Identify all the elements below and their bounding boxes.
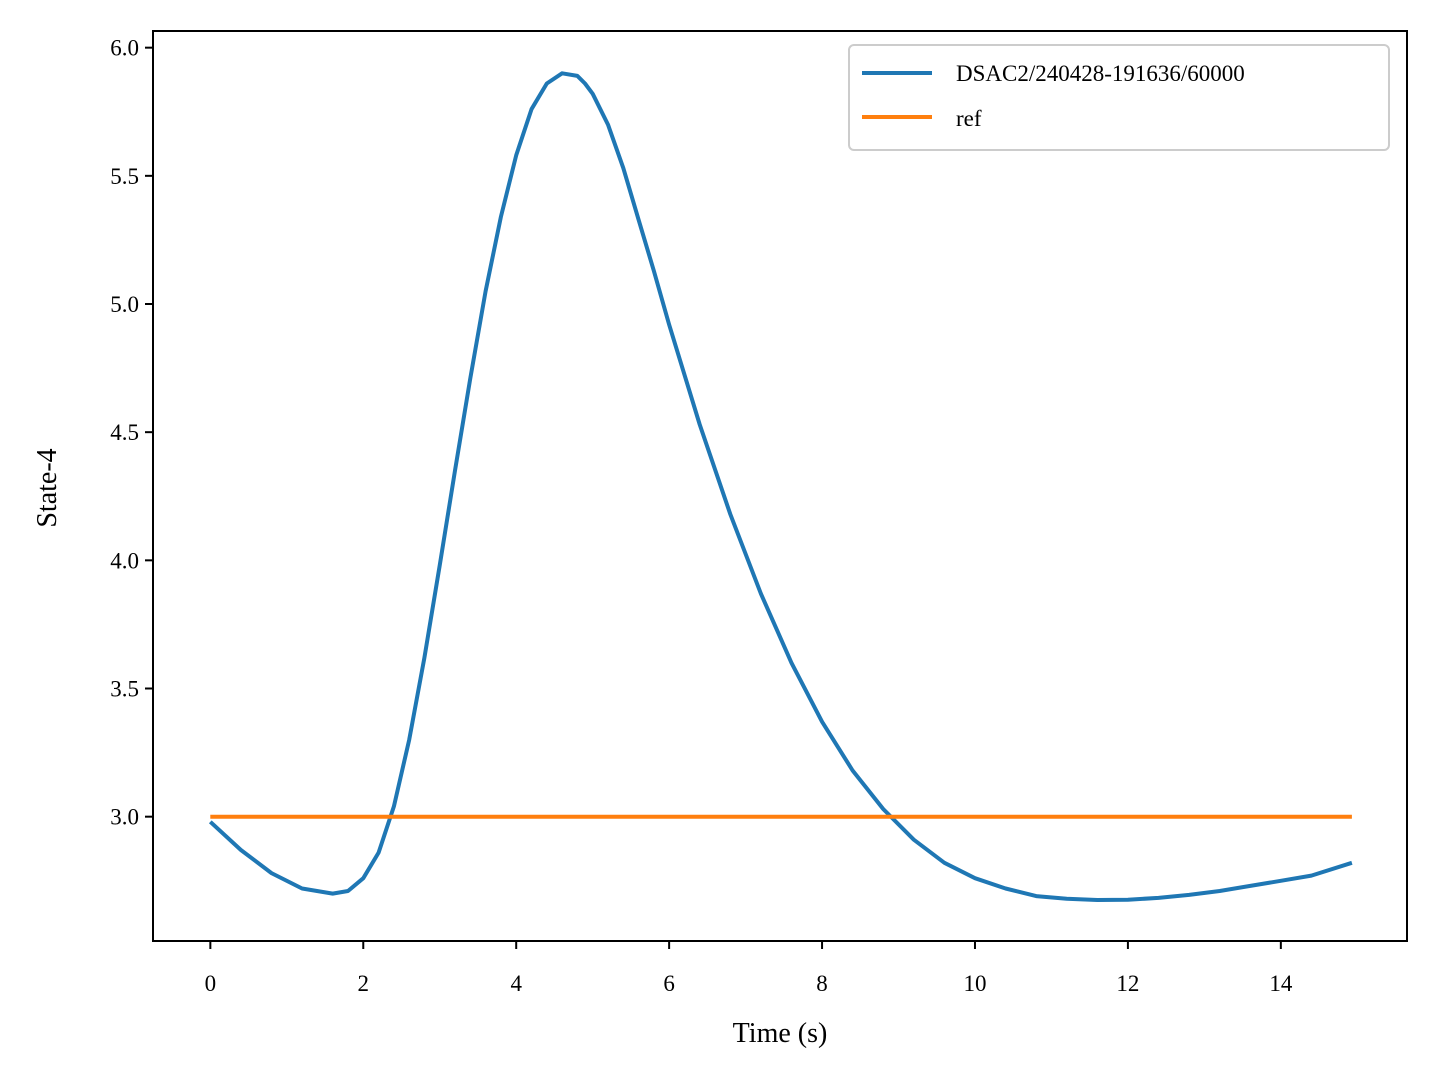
y-tick-label: 3.0 [110,805,139,830]
x-tick-label: 8 [816,971,828,996]
legend-label-ref: ref [956,106,982,131]
x-tick-label: 4 [510,971,522,996]
y-tick-label: 4.5 [110,420,139,445]
plot-frame [152,30,1408,942]
x-tick-label: 6 [663,971,675,996]
legend-label-dsac2: DSAC2/240428-191636/60000 [956,61,1245,86]
y-tick-label: 3.5 [110,677,139,702]
y-tick-label: 4.0 [110,548,139,573]
y-tick-label: 6.0 [110,36,139,61]
x-tick-label: 0 [205,971,217,996]
y-axis: 3.0 3.5 4.0 4.5 5.0 5.5 6.0 [110,36,153,830]
x-tick-label: 12 [1116,971,1139,996]
legend-box [848,44,1390,151]
x-axis: 0 2 4 6 8 10 12 14 [205,941,1293,996]
series-layer [208,71,1353,902]
x-tick-label: 10 [963,971,986,996]
x-tick-label: 14 [1269,971,1293,996]
series-line-dsac2 [208,71,1353,902]
y-tick-label: 5.5 [110,164,139,189]
x-tick-label: 2 [358,971,370,996]
plot-area [153,31,1407,941]
y-axis-label: State-4 [32,448,63,527]
y-tick-label: 5.0 [110,292,139,317]
legend: DSAC2/240428-191636/60000 ref [848,44,1390,151]
x-axis-label: Time (s) [733,1018,828,1049]
